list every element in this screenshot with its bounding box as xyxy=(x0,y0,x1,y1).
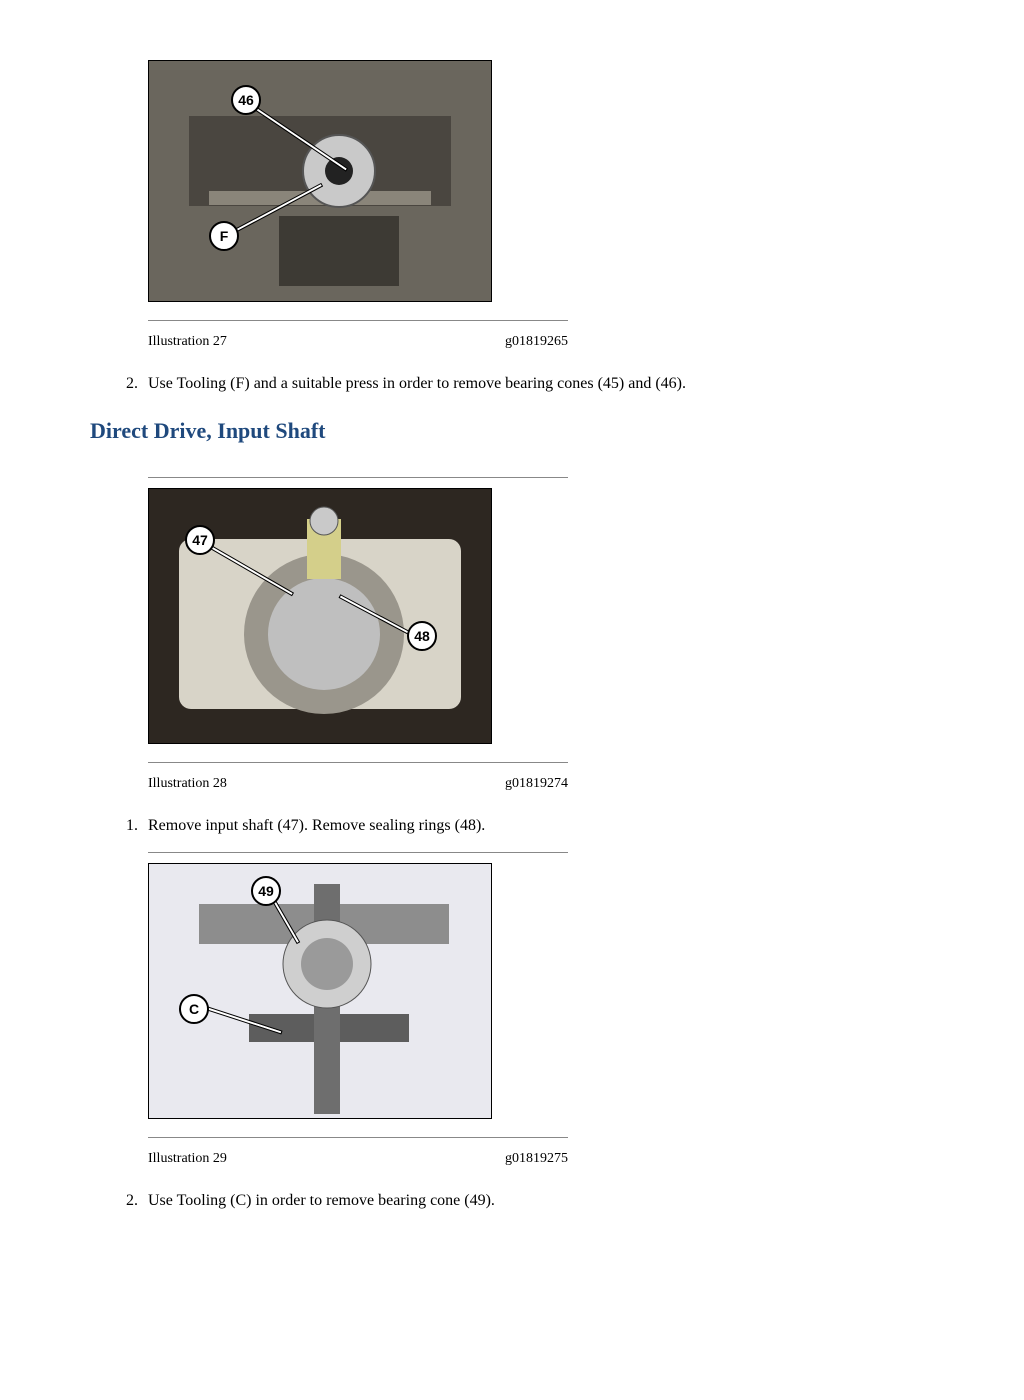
step-28: 1. Remove input shaft (47). Remove seali… xyxy=(90,814,934,838)
figure-27-caption: Illustration 27 g01819265 xyxy=(148,331,568,352)
callout-bubble: 48 xyxy=(407,621,437,651)
callout-bubble: 47 xyxy=(185,525,215,555)
figure-27-label: Illustration 27 xyxy=(148,331,227,352)
callout-bubble: 49 xyxy=(251,876,281,906)
step-29: 2. Use Tooling (C) in order to remove be… xyxy=(90,1189,934,1213)
callout-bubble: 46 xyxy=(231,85,261,115)
figure-29-ref: g01819275 xyxy=(505,1148,568,1169)
caption-rule xyxy=(148,320,568,321)
caption-rule xyxy=(148,762,568,763)
figure-28-caption: Illustration 28 g01819274 xyxy=(148,773,568,794)
callout-bubble: F xyxy=(209,221,239,251)
figure-28-ref: g01819274 xyxy=(505,773,568,794)
section-heading: Direct Drive, Input Shaft xyxy=(90,414,934,447)
figure-27-ref: g01819265 xyxy=(505,331,568,352)
step-28-text: Remove input shaft (47). Remove sealing … xyxy=(148,814,934,838)
figure-29-label: Illustration 29 xyxy=(148,1148,227,1169)
figure-27-block: 46 F Illustration 27 g01819265 xyxy=(148,60,934,352)
figure-27-image: 46 F xyxy=(148,60,492,302)
step-29-number: 2. xyxy=(90,1189,148,1213)
figure-29-image: 49 C xyxy=(148,863,492,1119)
caption-rule xyxy=(148,852,568,853)
step-28-number: 1. xyxy=(90,814,148,838)
step-27-text: Use Tooling (F) and a suitable press in … xyxy=(148,372,934,396)
figure-29-caption: Illustration 29 g01819275 xyxy=(148,1148,568,1169)
figure-28-block: 47 48 Illustration 28 g01819274 xyxy=(148,477,934,794)
step-27: 2. Use Tooling (F) and a suitable press … xyxy=(90,372,934,396)
figure-29-block: 49 C Illustration 29 g01819275 xyxy=(148,852,934,1169)
caption-rule xyxy=(148,477,568,478)
figure-28-label: Illustration 28 xyxy=(148,773,227,794)
caption-rule xyxy=(148,1137,568,1138)
callout-bubble: C xyxy=(179,994,209,1024)
step-29-text: Use Tooling (C) in order to remove beari… xyxy=(148,1189,934,1213)
step-27-number: 2. xyxy=(90,372,148,396)
figure-28-image: 47 48 xyxy=(148,488,492,744)
